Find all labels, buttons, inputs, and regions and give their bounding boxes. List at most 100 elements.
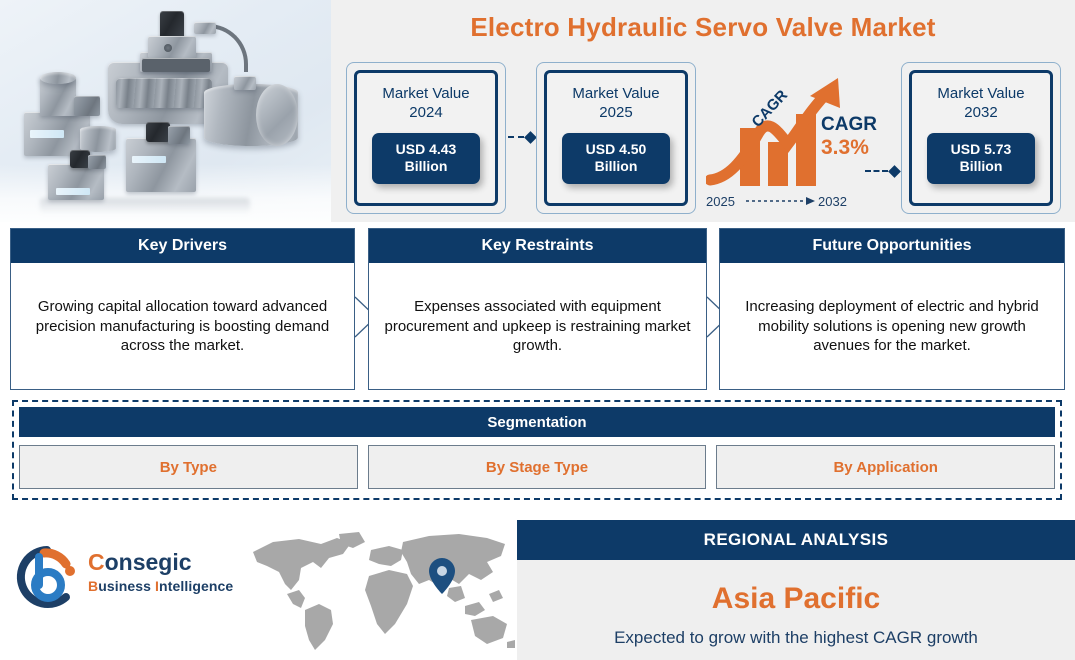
mv-2025-value-line2: Billion: [594, 158, 638, 174]
market-value-pill-2024: USD 4.43 Billion: [372, 132, 480, 184]
logo-sub-b: B: [88, 578, 99, 594]
logo-tagline: Business Intelligence: [88, 578, 233, 594]
cagr-bar-2: [768, 142, 788, 186]
logo-orange-arc: [39, 548, 71, 569]
market-value-inner-2024: Market Value 2024 USD 4.43 Billion: [354, 70, 498, 206]
drivers-row: Key Drivers Growing capital allocation t…: [0, 228, 1075, 390]
panel-title-future-opportunities: Future Opportunities: [720, 229, 1064, 263]
valve-left-connector: [74, 96, 100, 116]
cagr-year-arrow-head: [806, 197, 815, 205]
mv-2024-label-line2: 2024: [409, 103, 443, 121]
cagr-growth-chart-icon: CAGR 2025 2032: [704, 70, 866, 210]
top-section: Electro Hydraulic Servo Valve Market Mar…: [0, 0, 1075, 222]
logo-b-bowl: [31, 568, 65, 602]
cagr-trend-curve: [704, 86, 834, 186]
market-value-card-2025: Market Value 2025 USD 4.50 Billion: [536, 62, 696, 214]
mv-2032-value-line2: Billion: [959, 158, 1003, 174]
market-value-pill-2025: USD 4.50 Billion: [562, 132, 670, 184]
logo-text: Consegic Business Intelligence: [88, 551, 233, 595]
valve-actuator-face: [256, 84, 298, 146]
valve-actuator-port: [234, 76, 256, 90]
logo-sub-ntelligence: ntelligence: [159, 578, 234, 594]
company-logo: Consegic Business Intelligence: [14, 543, 244, 615]
valve-left-spool: [80, 126, 116, 152]
valve-front-mid-base: [126, 138, 196, 192]
header-right: Electro Hydraulic Servo Valve Market Mar…: [331, 0, 1075, 222]
logo-name-first: C: [88, 549, 105, 575]
logo-company-name: Consegic: [88, 551, 233, 574]
valve-top-screw: [164, 44, 172, 52]
regional-analysis-region: Asia Pacific: [711, 582, 881, 615]
panel-text-key-drivers: Growing capital allocation toward advanc…: [35, 297, 330, 355]
valve-front-small-label: [56, 188, 90, 195]
logo-outer-arc: [16, 546, 70, 608]
segmentation-section: Segmentation By Type By Stage Type By Ap…: [12, 400, 1062, 500]
market-value-label-2024: Market Value 2024: [382, 85, 469, 123]
connector-cagr-2032: [865, 164, 901, 178]
market-value-label-2025: Market Value 2025: [572, 85, 659, 123]
valve-reflection: [40, 198, 250, 214]
location-pin-icon: [429, 558, 455, 594]
valve-left-cylinder: [40, 72, 76, 84]
panel-future-opportunities: Future Opportunities Increasing deployme…: [719, 228, 1065, 390]
footer-section: Consegic Business Intelligence: [0, 508, 1075, 660]
segmentation-items: By Type By Stage Type By Application: [19, 445, 1056, 489]
connector-2024-2025: [508, 130, 537, 144]
world-map: [243, 528, 519, 654]
connector-line: [865, 170, 888, 172]
mv-2024-label-line1: Market Value: [382, 85, 470, 102]
logo-sub-usiness: usiness: [98, 578, 156, 594]
valve-manifold-fins: [116, 78, 212, 108]
cagr-start-year: 2025: [706, 194, 735, 209]
cagr-end-year: 2032: [818, 194, 847, 209]
world-map-landmasses: [253, 532, 515, 650]
panel-key-drivers: Key Drivers Growing capital allocation t…: [10, 228, 355, 390]
product-photo: [0, 0, 331, 222]
valve-front-small-coil: [70, 150, 90, 168]
market-value-card-2024: Market Value 2024 USD 4.43 Billion: [346, 62, 506, 214]
valve-front-small-connector: [88, 155, 106, 169]
connector-line: [508, 136, 524, 138]
market-value-label-2032: Market Value 2032: [937, 85, 1024, 123]
cagr-readout: CAGR 3.3%: [821, 115, 899, 160]
mv-2025-value-line1: USD 4.50: [585, 140, 647, 157]
segment-by-application[interactable]: By Application: [716, 445, 1056, 489]
mv-2032-label-line2: 2032: [964, 103, 998, 121]
logo-mark-svg: [16, 546, 75, 608]
segmentation-title: Segmentation: [19, 407, 1055, 437]
cagr-value: 3.3%: [821, 136, 869, 159]
mv-2032-label-line1: Market Value: [937, 85, 1025, 102]
panel-text-future-opportunities: Increasing deployment of electric and hy…: [745, 297, 1039, 355]
cagr-label: CAGR: [821, 114, 877, 135]
logo-sub-i: I: [155, 578, 160, 594]
regional-analysis-note: Expected to grow with the highest CAGR g…: [614, 628, 978, 647]
market-value-inner-2025: Market Value 2025 USD 4.50 Billion: [544, 70, 688, 206]
mv-2024-value-line2: Billion: [404, 158, 448, 174]
segment-by-type[interactable]: By Type: [19, 445, 358, 489]
logo-name-rest: onsegic: [104, 549, 192, 575]
valve-front-mid-coil: [146, 122, 170, 142]
market-value-pill-2032: USD 5.73 Billion: [927, 132, 1035, 184]
panel-title-key-drivers: Key Drivers: [11, 229, 354, 263]
mv-2025-label-line2: 2025: [599, 103, 633, 121]
market-value-inner-2032: Market Value 2032 USD 5.73 Billion: [909, 70, 1053, 206]
valve-top-mid-plate: [142, 58, 210, 72]
panel-key-restraints: Key Restraints Expenses associated with …: [368, 228, 707, 390]
valve-left-label: [30, 130, 64, 138]
valve-front-mid-label: [132, 156, 166, 163]
mv-2024-value-line1: USD 4.43: [395, 140, 457, 157]
cagr-arrow-head: [810, 78, 840, 108]
consegic-logo-mark-icon: [14, 545, 84, 611]
panel-text-key-restraints: Expenses associated with equipment procu…: [384, 297, 691, 355]
page-title: Electro Hydraulic Servo Valve Market: [470, 12, 936, 42]
segment-by-stage-type[interactable]: By Stage Type: [367, 445, 707, 489]
panel-title-key-restraints: Key Restraints: [369, 229, 706, 263]
regional-analysis-panel: REGIONAL ANALYSIS Asia Pacific Expected …: [517, 520, 1075, 660]
mv-2032-value-line1: USD 5.73: [950, 140, 1012, 157]
valve-top-coil: [160, 11, 184, 39]
world-map-svg: [253, 532, 515, 650]
valve-front-mid-connector: [168, 126, 190, 144]
logo-orange-dot: [65, 566, 75, 576]
diamond-icon: [524, 130, 537, 144]
